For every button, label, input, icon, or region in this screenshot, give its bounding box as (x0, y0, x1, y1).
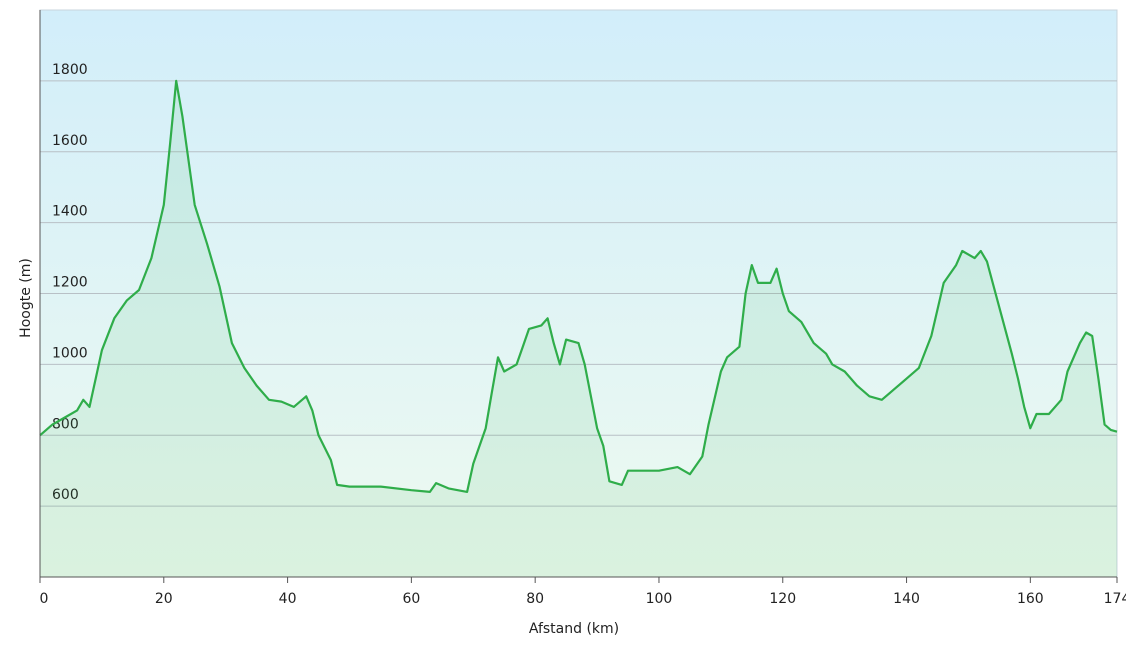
x-tick-label: 120 (769, 591, 796, 607)
y-tick-label: 1600 (52, 133, 88, 149)
x-tick-label: 0 (40, 591, 49, 607)
x-tick-label: 140 (893, 591, 920, 607)
x-tick-label: 40 (279, 591, 297, 607)
x-tick-label: 160 (1017, 591, 1044, 607)
line (39, 79, 1118, 493)
x-axis-label: Afstand (km) (529, 621, 619, 637)
y-tick-label: 600 (52, 487, 79, 503)
x-tick-label: 174 (1104, 591, 1126, 607)
x-tick-label: 100 (646, 591, 673, 607)
y-tick-label: 1000 (52, 345, 88, 361)
y-tick-label: 1800 (52, 62, 88, 78)
y-tick-label: 1200 (52, 275, 88, 291)
x-tick-label: 20 (155, 591, 173, 607)
y-tick-label: 1400 (52, 204, 88, 220)
x-tick-label: 80 (526, 591, 544, 607)
x-tick-label: 60 (402, 591, 420, 607)
y-axis-label: Hoogte (m) (18, 258, 34, 338)
area (40, 80, 1117, 578)
